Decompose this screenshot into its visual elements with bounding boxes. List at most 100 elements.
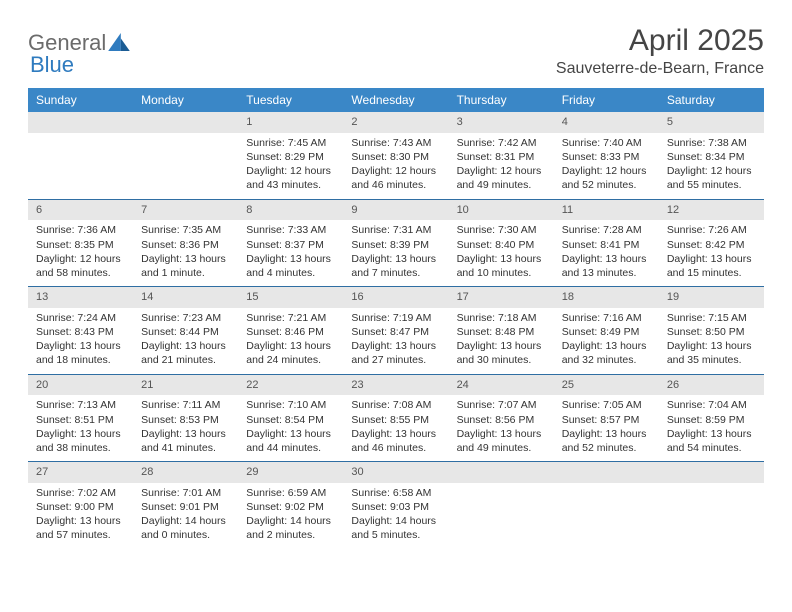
daylight-text: Daylight: 13 hours and 44 minutes. (246, 427, 335, 455)
calendar-day: 15Sunrise: 7:21 AMSunset: 8:46 PMDayligh… (238, 287, 343, 374)
day-body: Sunrise: 7:33 AMSunset: 8:37 PMDaylight:… (238, 220, 343, 286)
sunset-text: Sunset: 8:33 PM (562, 150, 651, 164)
sunrise-text: Sunrise: 7:28 AM (562, 223, 651, 237)
day-number: 23 (343, 375, 448, 396)
sunset-text: Sunset: 8:37 PM (246, 238, 335, 252)
day-body: Sunrise: 7:23 AMSunset: 8:44 PMDaylight:… (133, 308, 238, 374)
sunset-text: Sunset: 8:55 PM (351, 413, 440, 427)
sunset-text: Sunset: 8:36 PM (141, 238, 230, 252)
daylight-text: Daylight: 12 hours and 55 minutes. (667, 164, 756, 192)
day-body: Sunrise: 7:26 AMSunset: 8:42 PMDaylight:… (659, 220, 764, 286)
daylight-text: Daylight: 13 hours and 54 minutes. (667, 427, 756, 455)
day-number: 3 (449, 112, 554, 133)
sunrise-text: Sunrise: 7:35 AM (141, 223, 230, 237)
sunset-text: Sunset: 9:00 PM (36, 500, 125, 514)
day-number: 26 (659, 375, 764, 396)
daylight-text: Daylight: 13 hours and 57 minutes. (36, 514, 125, 542)
sunset-text: Sunset: 8:39 PM (351, 238, 440, 252)
day-body: Sunrise: 7:10 AMSunset: 8:54 PMDaylight:… (238, 395, 343, 461)
day-body: Sunrise: 7:45 AMSunset: 8:29 PMDaylight:… (238, 133, 343, 199)
sunrise-text: Sunrise: 7:05 AM (562, 398, 651, 412)
daylight-text: Daylight: 13 hours and 38 minutes. (36, 427, 125, 455)
daylight-text: Daylight: 12 hours and 49 minutes. (457, 164, 546, 192)
sunset-text: Sunset: 8:29 PM (246, 150, 335, 164)
day-number (28, 112, 133, 133)
day-body: Sunrise: 6:58 AMSunset: 9:03 PMDaylight:… (343, 483, 448, 549)
day-number: 27 (28, 462, 133, 483)
daylight-text: Daylight: 13 hours and 15 minutes. (667, 252, 756, 280)
day-body: Sunrise: 7:28 AMSunset: 8:41 PMDaylight:… (554, 220, 659, 286)
daylight-text: Daylight: 13 hours and 41 minutes. (141, 427, 230, 455)
daylight-text: Daylight: 13 hours and 7 minutes. (351, 252, 440, 280)
day-body: Sunrise: 7:11 AMSunset: 8:53 PMDaylight:… (133, 395, 238, 461)
logo-triangle-icon (108, 33, 130, 51)
calendar-day: 14Sunrise: 7:23 AMSunset: 8:44 PMDayligh… (133, 287, 238, 374)
day-number: 15 (238, 287, 343, 308)
day-number: 2 (343, 112, 448, 133)
day-number: 4 (554, 112, 659, 133)
day-number (449, 462, 554, 483)
calendar-day: 4Sunrise: 7:40 AMSunset: 8:33 PMDaylight… (554, 112, 659, 199)
daylight-text: Daylight: 13 hours and 35 minutes. (667, 339, 756, 367)
header-sunday: Sunday (28, 88, 133, 112)
day-body: Sunrise: 7:04 AMSunset: 8:59 PMDaylight:… (659, 395, 764, 461)
calendar-day: 10Sunrise: 7:30 AMSunset: 8:40 PMDayligh… (449, 200, 554, 287)
day-body: Sunrise: 7:02 AMSunset: 9:00 PMDaylight:… (28, 483, 133, 549)
calendar-day: 5Sunrise: 7:38 AMSunset: 8:34 PMDaylight… (659, 112, 764, 199)
daylight-text: Daylight: 13 hours and 46 minutes. (351, 427, 440, 455)
calendar-week: 6Sunrise: 7:36 AMSunset: 8:35 PMDaylight… (28, 200, 764, 288)
daylight-text: Daylight: 13 hours and 27 minutes. (351, 339, 440, 367)
day-number: 16 (343, 287, 448, 308)
day-number: 11 (554, 200, 659, 221)
sunrise-text: Sunrise: 7:07 AM (457, 398, 546, 412)
day-body (28, 133, 133, 193)
sunset-text: Sunset: 8:48 PM (457, 325, 546, 339)
sunrise-text: Sunrise: 7:40 AM (562, 136, 651, 150)
weeks-container: 1Sunrise: 7:45 AMSunset: 8:29 PMDaylight… (28, 112, 764, 549)
day-number: 17 (449, 287, 554, 308)
daylight-text: Daylight: 12 hours and 46 minutes. (351, 164, 440, 192)
calendar-day: 13Sunrise: 7:24 AMSunset: 8:43 PMDayligh… (28, 287, 133, 374)
sunset-text: Sunset: 8:35 PM (36, 238, 125, 252)
day-body: Sunrise: 6:59 AMSunset: 9:02 PMDaylight:… (238, 483, 343, 549)
brand-part2: Blue (30, 52, 74, 78)
calendar-week: 13Sunrise: 7:24 AMSunset: 8:43 PMDayligh… (28, 287, 764, 375)
sunset-text: Sunset: 8:56 PM (457, 413, 546, 427)
day-body: Sunrise: 7:08 AMSunset: 8:55 PMDaylight:… (343, 395, 448, 461)
calendar-header-row: Sunday Monday Tuesday Wednesday Thursday… (28, 88, 764, 112)
header-friday: Friday (554, 88, 659, 112)
sunrise-text: Sunrise: 7:23 AM (141, 311, 230, 325)
sunrise-text: Sunrise: 7:36 AM (36, 223, 125, 237)
day-number: 8 (238, 200, 343, 221)
sunset-text: Sunset: 8:40 PM (457, 238, 546, 252)
daylight-text: Daylight: 13 hours and 52 minutes. (562, 427, 651, 455)
calendar-day: 7Sunrise: 7:35 AMSunset: 8:36 PMDaylight… (133, 200, 238, 287)
daylight-text: Daylight: 14 hours and 5 minutes. (351, 514, 440, 542)
day-number: 24 (449, 375, 554, 396)
day-number: 1 (238, 112, 343, 133)
day-body: Sunrise: 7:19 AMSunset: 8:47 PMDaylight:… (343, 308, 448, 374)
daylight-text: Daylight: 14 hours and 0 minutes. (141, 514, 230, 542)
calendar-week: 27Sunrise: 7:02 AMSunset: 9:00 PMDayligh… (28, 462, 764, 549)
calendar-day: 27Sunrise: 7:02 AMSunset: 9:00 PMDayligh… (28, 462, 133, 549)
daylight-text: Daylight: 13 hours and 24 minutes. (246, 339, 335, 367)
day-body: Sunrise: 7:16 AMSunset: 8:49 PMDaylight:… (554, 308, 659, 374)
sunrise-text: Sunrise: 7:42 AM (457, 136, 546, 150)
sunset-text: Sunset: 9:01 PM (141, 500, 230, 514)
calendar-day (449, 462, 554, 549)
day-number: 22 (238, 375, 343, 396)
sunrise-text: Sunrise: 7:18 AM (457, 311, 546, 325)
day-body: Sunrise: 7:07 AMSunset: 8:56 PMDaylight:… (449, 395, 554, 461)
day-number: 7 (133, 200, 238, 221)
sunset-text: Sunset: 8:57 PM (562, 413, 651, 427)
day-body: Sunrise: 7:13 AMSunset: 8:51 PMDaylight:… (28, 395, 133, 461)
sunrise-text: Sunrise: 6:58 AM (351, 486, 440, 500)
sunrise-text: Sunrise: 7:15 AM (667, 311, 756, 325)
sunset-text: Sunset: 8:51 PM (36, 413, 125, 427)
sunrise-text: Sunrise: 7:33 AM (246, 223, 335, 237)
daylight-text: Daylight: 12 hours and 58 minutes. (36, 252, 125, 280)
calendar-day: 6Sunrise: 7:36 AMSunset: 8:35 PMDaylight… (28, 200, 133, 287)
day-number: 20 (28, 375, 133, 396)
sunset-text: Sunset: 8:43 PM (36, 325, 125, 339)
day-body: Sunrise: 7:24 AMSunset: 8:43 PMDaylight:… (28, 308, 133, 374)
